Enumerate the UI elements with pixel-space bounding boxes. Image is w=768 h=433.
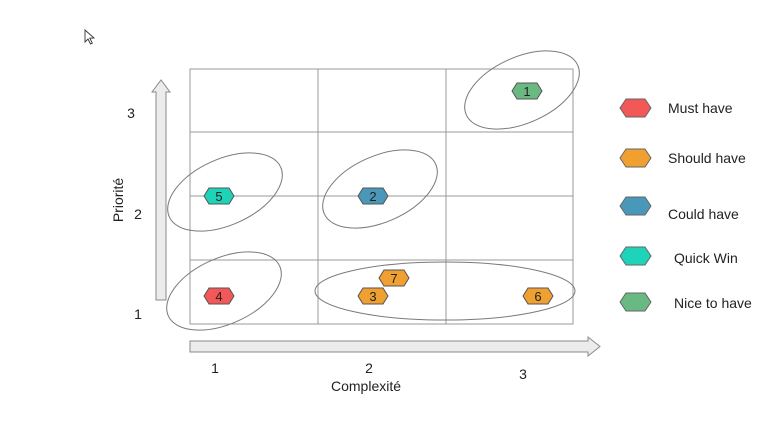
item-3-hexagon xyxy=(357,287,389,305)
item-7-hexagon xyxy=(378,269,410,287)
item-1-label: 1 xyxy=(523,84,530,99)
item-4-label: 4 xyxy=(215,289,222,304)
legend-item-could-have: Could have xyxy=(619,196,739,222)
legend-label-must-have: Must have xyxy=(668,100,733,116)
item-3-label: 3 xyxy=(369,289,376,304)
x-tick-1: 1 xyxy=(211,360,219,376)
group-ellipse-3-6-7 xyxy=(314,261,576,321)
legend-label-should-have: Should have xyxy=(668,150,746,166)
x-tick-2: 2 xyxy=(365,360,373,376)
mouse-pointer-icon xyxy=(84,28,96,45)
legend-item-nice-to-have: Nice to have xyxy=(619,292,752,312)
legend-label-nice-to-have: Nice to have xyxy=(674,295,752,311)
legend-hexagon-quick-win xyxy=(619,246,652,266)
item-2-hexagon xyxy=(357,187,389,205)
x-tick-3: 3 xyxy=(519,366,527,382)
legend-hexagon-should-have xyxy=(619,148,652,168)
x-axis-arrow xyxy=(189,335,601,358)
y-tick-2: 2 xyxy=(134,206,142,222)
item-7: 7 xyxy=(378,269,410,287)
item-4-hexagon xyxy=(203,287,235,305)
item-3: 3 xyxy=(357,287,389,305)
legend-hexagon-nice-to-have xyxy=(619,292,652,312)
legend: Must have Should have Could have Quick W… xyxy=(619,98,752,312)
group-ellipse-2 xyxy=(322,149,438,229)
item-5-label: 5 xyxy=(215,189,222,204)
item-1-hexagon xyxy=(511,82,543,100)
y-tick-1: 1 xyxy=(134,306,142,322)
item-6-label: 6 xyxy=(534,289,541,304)
group-ellipse-5 xyxy=(167,152,283,232)
item-5: 5 xyxy=(203,187,235,205)
legend-item-should-have: Should have xyxy=(619,148,746,168)
y-tick-3: 3 xyxy=(127,105,135,121)
y-axis-label: Priorité xyxy=(110,178,126,223)
group-ellipse-1 xyxy=(464,50,580,130)
item-2-label: 2 xyxy=(369,189,376,204)
x-axis-label: Complexité xyxy=(331,378,401,394)
legend-item-must-have: Must have xyxy=(619,98,733,118)
legend-item-quick-win: Quick Win xyxy=(619,246,738,266)
item-4: 4 xyxy=(203,287,235,305)
legend-hexagon-must-have xyxy=(619,98,652,118)
matrix-grid xyxy=(189,68,574,325)
item-2: 2 xyxy=(357,187,389,205)
item-1: 1 xyxy=(511,82,543,100)
legend-hexagon-could-have xyxy=(619,196,652,216)
legend-label-quick-win: Quick Win xyxy=(674,250,738,266)
y-axis-arrow xyxy=(151,79,171,301)
item-5-hexagon xyxy=(203,187,235,205)
item-6: 6 xyxy=(522,287,554,305)
item-7-label: 7 xyxy=(390,271,397,286)
legend-label-could-have: Could have xyxy=(668,206,739,222)
group-ellipse-4 xyxy=(166,251,282,331)
item-6-hexagon xyxy=(522,287,554,305)
